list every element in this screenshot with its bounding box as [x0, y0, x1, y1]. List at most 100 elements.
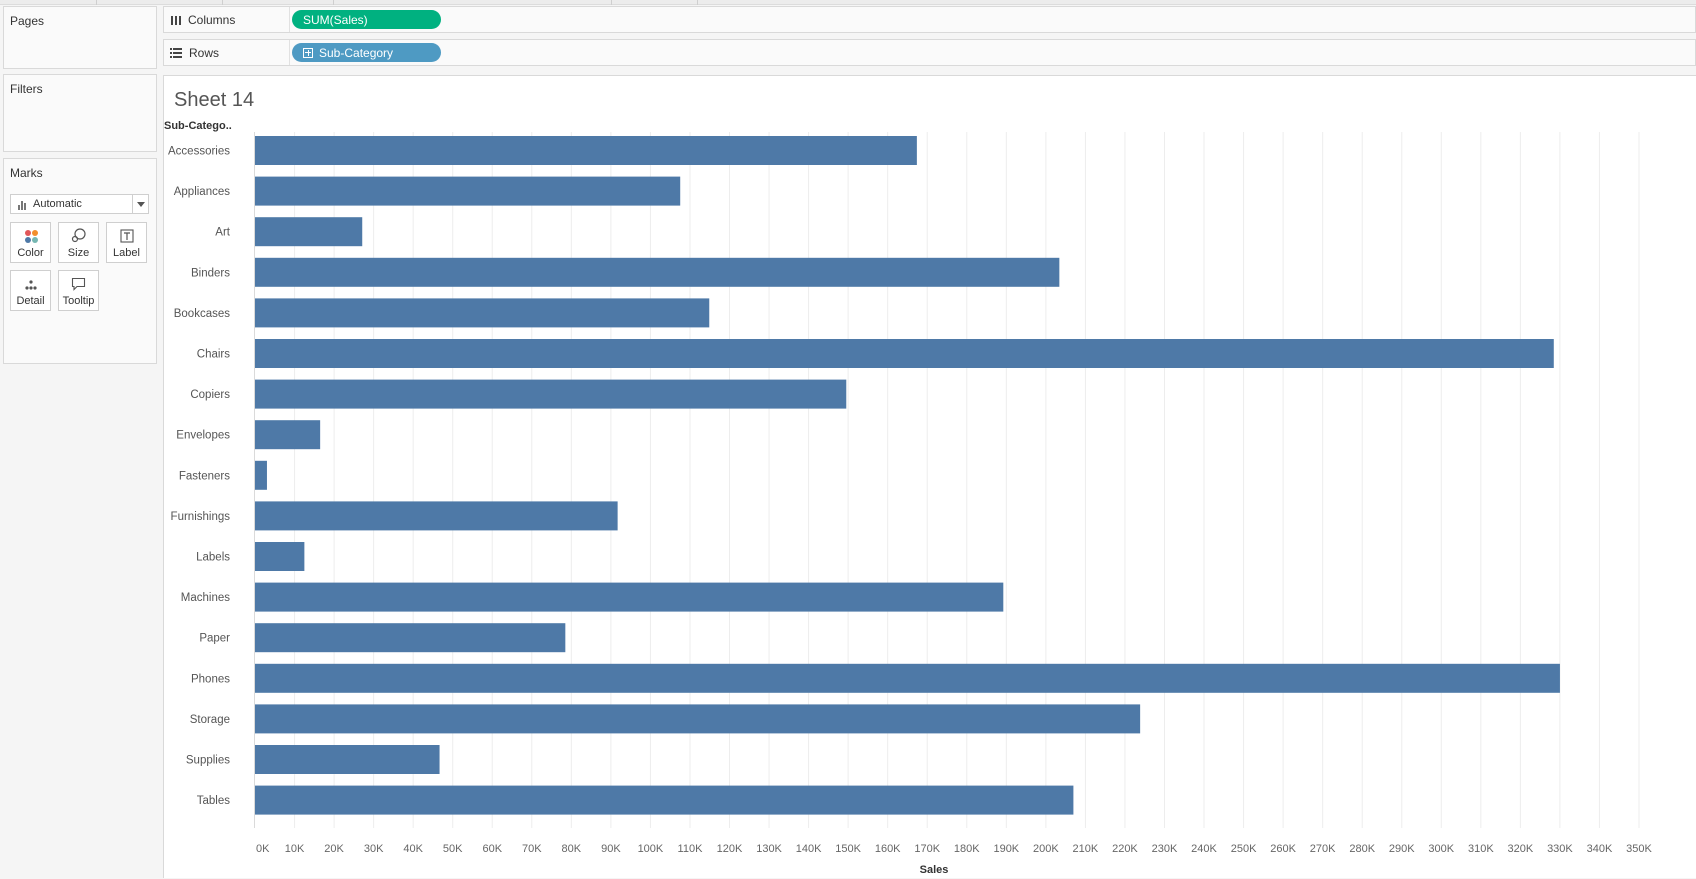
category-label: Binders — [191, 267, 230, 279]
columns-icon — [171, 16, 181, 25]
sub-category-pill[interactable]: Sub-Category — [292, 43, 441, 62]
category-label: Envelopes — [176, 430, 230, 442]
rows-shelf-label: Rows — [164, 40, 290, 65]
rows-label-text: Rows — [189, 45, 220, 60]
detail-button[interactable]: Detail — [10, 270, 51, 311]
x-tick-label: 40K — [403, 843, 423, 855]
category-label: Bookcases — [174, 308, 231, 320]
bar — [255, 582, 1004, 612]
x-tick-label: 10K — [285, 843, 305, 855]
x-tick-label: 110K — [678, 843, 704, 855]
pages-title: Pages — [10, 14, 45, 28]
x-tick-label: 190K — [993, 843, 1019, 855]
bar — [255, 176, 681, 206]
bar — [255, 339, 1554, 368]
sheet-title: Sheet 14 — [174, 89, 255, 111]
bar — [255, 217, 363, 247]
columns-label-text: Columns — [188, 12, 236, 27]
worksheet-view: Sheet 14 Sub-Catego.. Accessories Applianc… — [163, 75, 1696, 878]
bar — [255, 257, 1060, 287]
category-label: Labels — [196, 552, 230, 564]
filters-title: Filters — [10, 82, 43, 96]
label-button[interactable]: Label — [106, 222, 147, 263]
color-button[interactable]: Color — [10, 222, 51, 263]
bar — [255, 704, 1141, 734]
rows-icon — [170, 48, 182, 58]
x-tick-label: 330K — [1547, 843, 1573, 855]
x-tick-label: 240K — [1191, 843, 1217, 855]
x-tick-label: 150K — [835, 843, 861, 855]
expand-plus-icon[interactable] — [303, 47, 313, 58]
filters-card[interactable]: Filters — [3, 74, 157, 152]
rows-shelf[interactable]: Rows Sub-Category — [163, 39, 1696, 66]
x-tick-label: 210K — [1073, 843, 1099, 855]
toolbar-divider — [611, 0, 612, 5]
category-label: Phones — [191, 673, 230, 685]
color-dots-icon — [24, 230, 38, 243]
bar — [255, 420, 321, 450]
bar — [255, 298, 710, 328]
sum-sales-pill-text: SUM(Sales) — [303, 12, 368, 27]
text-label-icon — [119, 229, 134, 243]
x-tick-label: 180K — [954, 843, 980, 855]
x-tick-label: 310K — [1468, 843, 1494, 855]
x-axis-title: Sales — [920, 864, 949, 876]
marks-title: Marks — [10, 166, 43, 180]
category-label: Chairs — [197, 349, 230, 361]
detail-dots-icon — [24, 280, 37, 290]
x-tick-label: 160K — [875, 843, 901, 855]
sub-category-pill-text: Sub-Category — [319, 45, 394, 60]
x-tick-label: 290K — [1389, 843, 1415, 855]
size-button[interactable]: Size — [58, 222, 99, 263]
x-tick-label: 350K — [1626, 843, 1652, 855]
x-tick-label: 80K — [562, 843, 582, 855]
x-tick-label: 90K — [601, 843, 621, 855]
chevron-down-icon[interactable] — [132, 195, 148, 213]
x-tick-label: 220K — [1112, 843, 1138, 855]
bar — [255, 460, 267, 490]
color-label: Color — [17, 247, 44, 259]
pages-card[interactable]: Pages — [3, 6, 157, 69]
x-tick-label: 260K — [1270, 843, 1296, 855]
x-tick-label: 30K — [364, 843, 384, 855]
x-tick-label: 230K — [1152, 843, 1178, 855]
bar — [255, 542, 305, 571]
toolbar-divider — [333, 0, 334, 5]
x-tick-label: 130K — [756, 843, 782, 855]
category-label: Supplies — [186, 755, 230, 767]
x-tick-label: 200K — [1033, 843, 1059, 855]
toolbar-divider — [222, 0, 223, 5]
x-tick-label: 300K — [1428, 843, 1454, 855]
mark-type-dropdown[interactable]: Automatic — [10, 194, 149, 214]
x-tick-label: 280K — [1349, 843, 1375, 855]
bar-chart: Sub-Catego.. Accessories Appliances Art Bind… — [164, 120, 1653, 876]
category-label: Accessories — [168, 146, 230, 158]
x-tick-label: 140K — [796, 843, 822, 855]
toolbar-divider — [697, 0, 698, 5]
x-tick-label: 120K — [717, 843, 743, 855]
x-tick-label: 60K — [482, 843, 502, 855]
speech-bubble-icon — [71, 277, 86, 291]
category-label: Storage — [190, 714, 230, 726]
bar — [255, 136, 917, 165]
category-label: Appliances — [174, 186, 231, 198]
x-tick-label: 0K — [256, 843, 270, 855]
category-label: Machines — [181, 592, 230, 604]
x-tick-label: 250K — [1231, 843, 1257, 855]
bar — [255, 379, 847, 409]
detail-label: Detail — [16, 295, 45, 307]
bar — [255, 745, 440, 774]
sum-sales-pill[interactable]: SUM(Sales) — [292, 10, 441, 29]
columns-shelf[interactable]: Columns SUM(Sales) — [163, 6, 1696, 33]
tooltip-button[interactable]: Tooltip — [58, 270, 99, 311]
x-tick-label: 100K — [638, 843, 664, 855]
columns-shelf-label: Columns — [164, 7, 290, 32]
bar — [255, 785, 1074, 815]
size-label: Size — [67, 247, 90, 259]
x-tick-label: 340K — [1587, 843, 1613, 855]
bar — [255, 663, 1560, 693]
category-label: Tables — [197, 795, 230, 807]
bar-mark-icon — [11, 198, 33, 210]
bar — [255, 623, 566, 653]
x-tick-label: 70K — [522, 843, 542, 855]
